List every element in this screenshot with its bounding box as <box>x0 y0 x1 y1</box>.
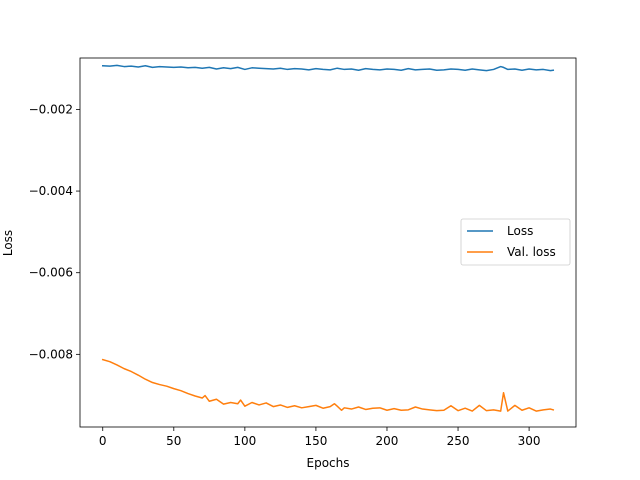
series-layer <box>101 64 555 412</box>
series-line-loss <box>101 64 555 72</box>
x-tick-label: 0 <box>99 434 107 448</box>
x-tick-label: 250 <box>447 434 470 448</box>
x-axis-label: Epochs <box>307 456 350 470</box>
y-tick-label: −0.002 <box>29 102 73 116</box>
y-tick-label: −0.008 <box>29 347 73 361</box>
series-line-val-loss <box>101 358 555 412</box>
legend: Loss Val. loss <box>460 218 571 266</box>
legend-label-val-loss: Val. loss <box>507 245 556 259</box>
x-tick-label: 200 <box>376 434 399 448</box>
x-tick-label: 300 <box>518 434 541 448</box>
x-tick-label: 50 <box>166 434 181 448</box>
legend-label-loss: Loss <box>507 224 533 238</box>
y-axis-label: Loss <box>1 230 15 256</box>
y-tick-label: −0.004 <box>29 184 73 198</box>
x-tick-label: 100 <box>233 434 256 448</box>
y-axis-ticks: −0.002 −0.004 −0.006 −0.008 <box>29 102 80 361</box>
x-tick-label: 150 <box>304 434 327 448</box>
plot-frame <box>79 57 577 428</box>
x-axis-ticks: 0 50 100 150 200 250 300 <box>99 427 541 448</box>
y-tick-label: −0.006 <box>29 266 73 280</box>
